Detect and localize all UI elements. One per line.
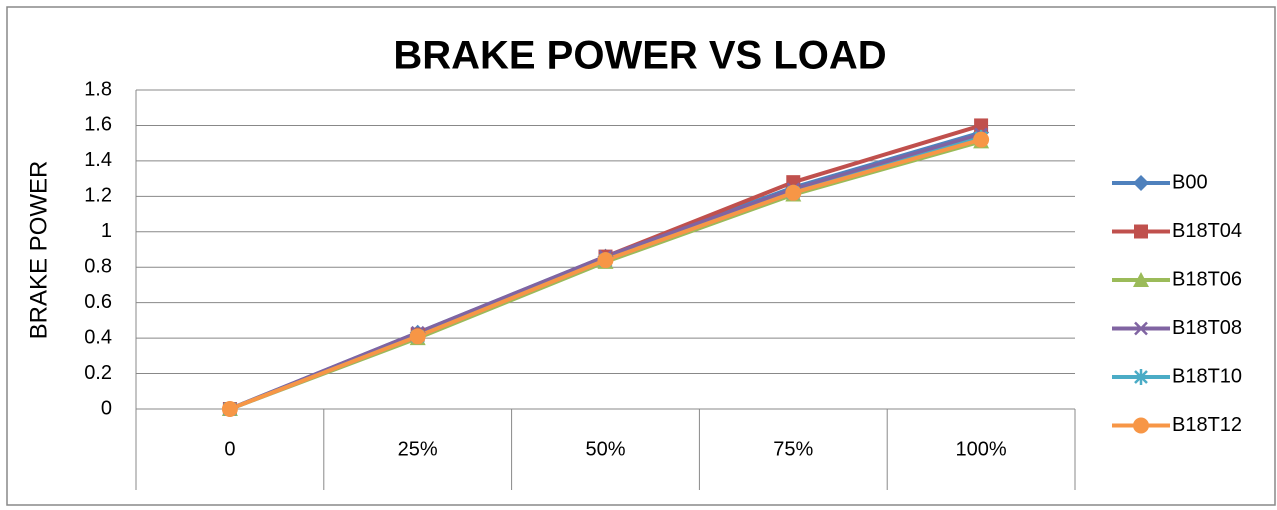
legend-marker [1134, 369, 1148, 385]
chart-border [6, 6, 1276, 506]
x-tick-label: 100% [956, 438, 1007, 460]
y-tick-label: 0.8 [84, 256, 112, 278]
legend-label: B18T06 [1172, 268, 1242, 290]
legend-marker [1134, 321, 1148, 336]
y-tick-label: 1.4 [84, 149, 112, 171]
legend-label: B18T08 [1172, 317, 1242, 339]
y-tick-label: 0 [101, 397, 112, 419]
legend-marker [1133, 272, 1149, 287]
data-point [221, 401, 238, 417]
legend-label: B18T04 [1172, 220, 1242, 242]
legend-label: B00 [1172, 171, 1208, 193]
legend-marker [1133, 417, 1149, 434]
chart-title: BRAKE POWER VS LOAD [393, 34, 886, 78]
legend-label: B18T12 [1172, 414, 1242, 436]
data-point [785, 184, 802, 201]
y-tick-label: 1.6 [84, 114, 112, 136]
data-point [973, 131, 990, 148]
y-axis-label: BRAKE POWER [25, 161, 52, 340]
y-tick-label: 1 [101, 220, 112, 242]
y-tick-label: 0.2 [84, 362, 112, 384]
x-tick-label: 50% [585, 438, 625, 460]
legend-label: B18T10 [1172, 365, 1242, 387]
data-point [597, 252, 614, 269]
y-tick-label: 0.4 [84, 326, 112, 348]
legend-marker [1134, 224, 1148, 239]
x-tick-label: 0 [224, 438, 235, 460]
y-tick-label: 0.6 [84, 291, 112, 313]
legend-marker [1133, 175, 1149, 191]
y-tick-label: 1.8 [84, 78, 112, 100]
x-tick-label: 75% [773, 438, 813, 460]
x-tick-label: 25% [398, 438, 438, 460]
data-point [409, 328, 426, 345]
data-point [974, 118, 989, 133]
y-tick-label: 1.2 [84, 185, 112, 207]
